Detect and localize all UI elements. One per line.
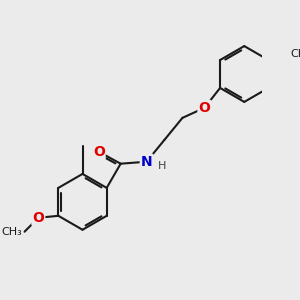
Text: N: N: [141, 155, 152, 169]
Text: CH₃: CH₃: [290, 49, 300, 59]
Text: CH₃: CH₃: [2, 227, 22, 237]
Text: O: O: [32, 211, 44, 225]
Text: H: H: [158, 161, 166, 172]
Text: O: O: [93, 145, 105, 159]
Text: O: O: [199, 101, 210, 115]
